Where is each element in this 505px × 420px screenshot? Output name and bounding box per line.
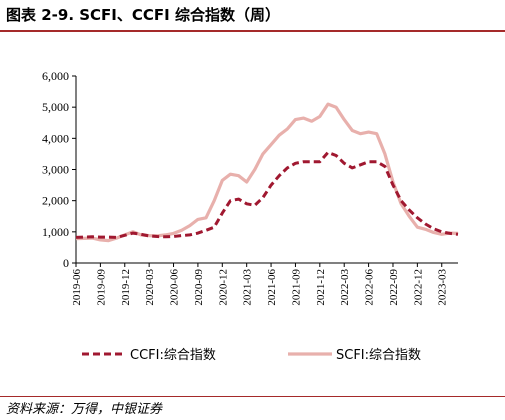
y-axis-ticks: 0 1,000 2,000 3,000 4,000 5,000 6,000 <box>42 69 76 270</box>
y-tick-label: 2,000 <box>42 194 69 208</box>
legend-scfi: SCFI:综合指数 <box>288 348 421 363</box>
y-tick-label: 0 <box>63 256 69 270</box>
x-tick-label: 2020-06 <box>169 269 181 306</box>
y-tick-label: 4,000 <box>42 131 69 145</box>
x-tick-label: 2020-09 <box>193 269 205 306</box>
chart-title: 图表 2-9. SCFI、CCFI 综合指数（周） <box>6 6 280 24</box>
x-tick-label: 2023-03 <box>437 269 449 306</box>
x-tick-label: 2021-09 <box>290 269 302 306</box>
series-lines <box>75 102 459 243</box>
scfi-line <box>75 102 459 243</box>
y-tick-label: 3,000 <box>42 163 69 177</box>
chart-legend: CCFI:综合指数 SCFI:综合指数 <box>82 348 421 363</box>
x-tick-label: 2021-12 <box>315 269 327 306</box>
x-tick-label: 2021-03 <box>242 269 254 306</box>
x-axis-ticks: 2019-06 2019-09 2019-12 2020-03 2020-06 2020-… <box>71 263 449 306</box>
title-rule <box>0 30 505 32</box>
x-tick-label: 2020-03 <box>144 269 156 306</box>
legend-scfi-label: SCFI:综合指数 <box>336 348 421 363</box>
x-tick-label: 2022-09 <box>388 269 400 306</box>
x-tick-label: 2021-06 <box>266 269 278 306</box>
legend-ccfi-label: CCFI:综合指数 <box>130 348 216 363</box>
legend-ccfi: CCFI:综合指数 <box>82 348 216 363</box>
x-tick-label: 2022-06 <box>364 269 376 306</box>
y-tick-label: 6,000 <box>42 69 69 83</box>
x-tick-label: 2022-12 <box>412 269 424 306</box>
x-tick-label: 2019-09 <box>95 269 107 306</box>
x-tick-label: 2022-03 <box>339 269 351 306</box>
y-tick-label: 1,000 <box>42 225 69 239</box>
x-tick-label: 2019-06 <box>71 269 83 306</box>
x-tick-label: 2019-12 <box>120 269 132 306</box>
ccfi-line <box>75 150 459 239</box>
x-tick-label: 2020-12 <box>217 269 229 306</box>
footer-rule <box>0 396 505 397</box>
y-tick-label: 5,000 <box>42 100 69 114</box>
source-note: 资料来源：万得，中银证券 <box>6 402 163 417</box>
chart-axes <box>75 76 458 264</box>
